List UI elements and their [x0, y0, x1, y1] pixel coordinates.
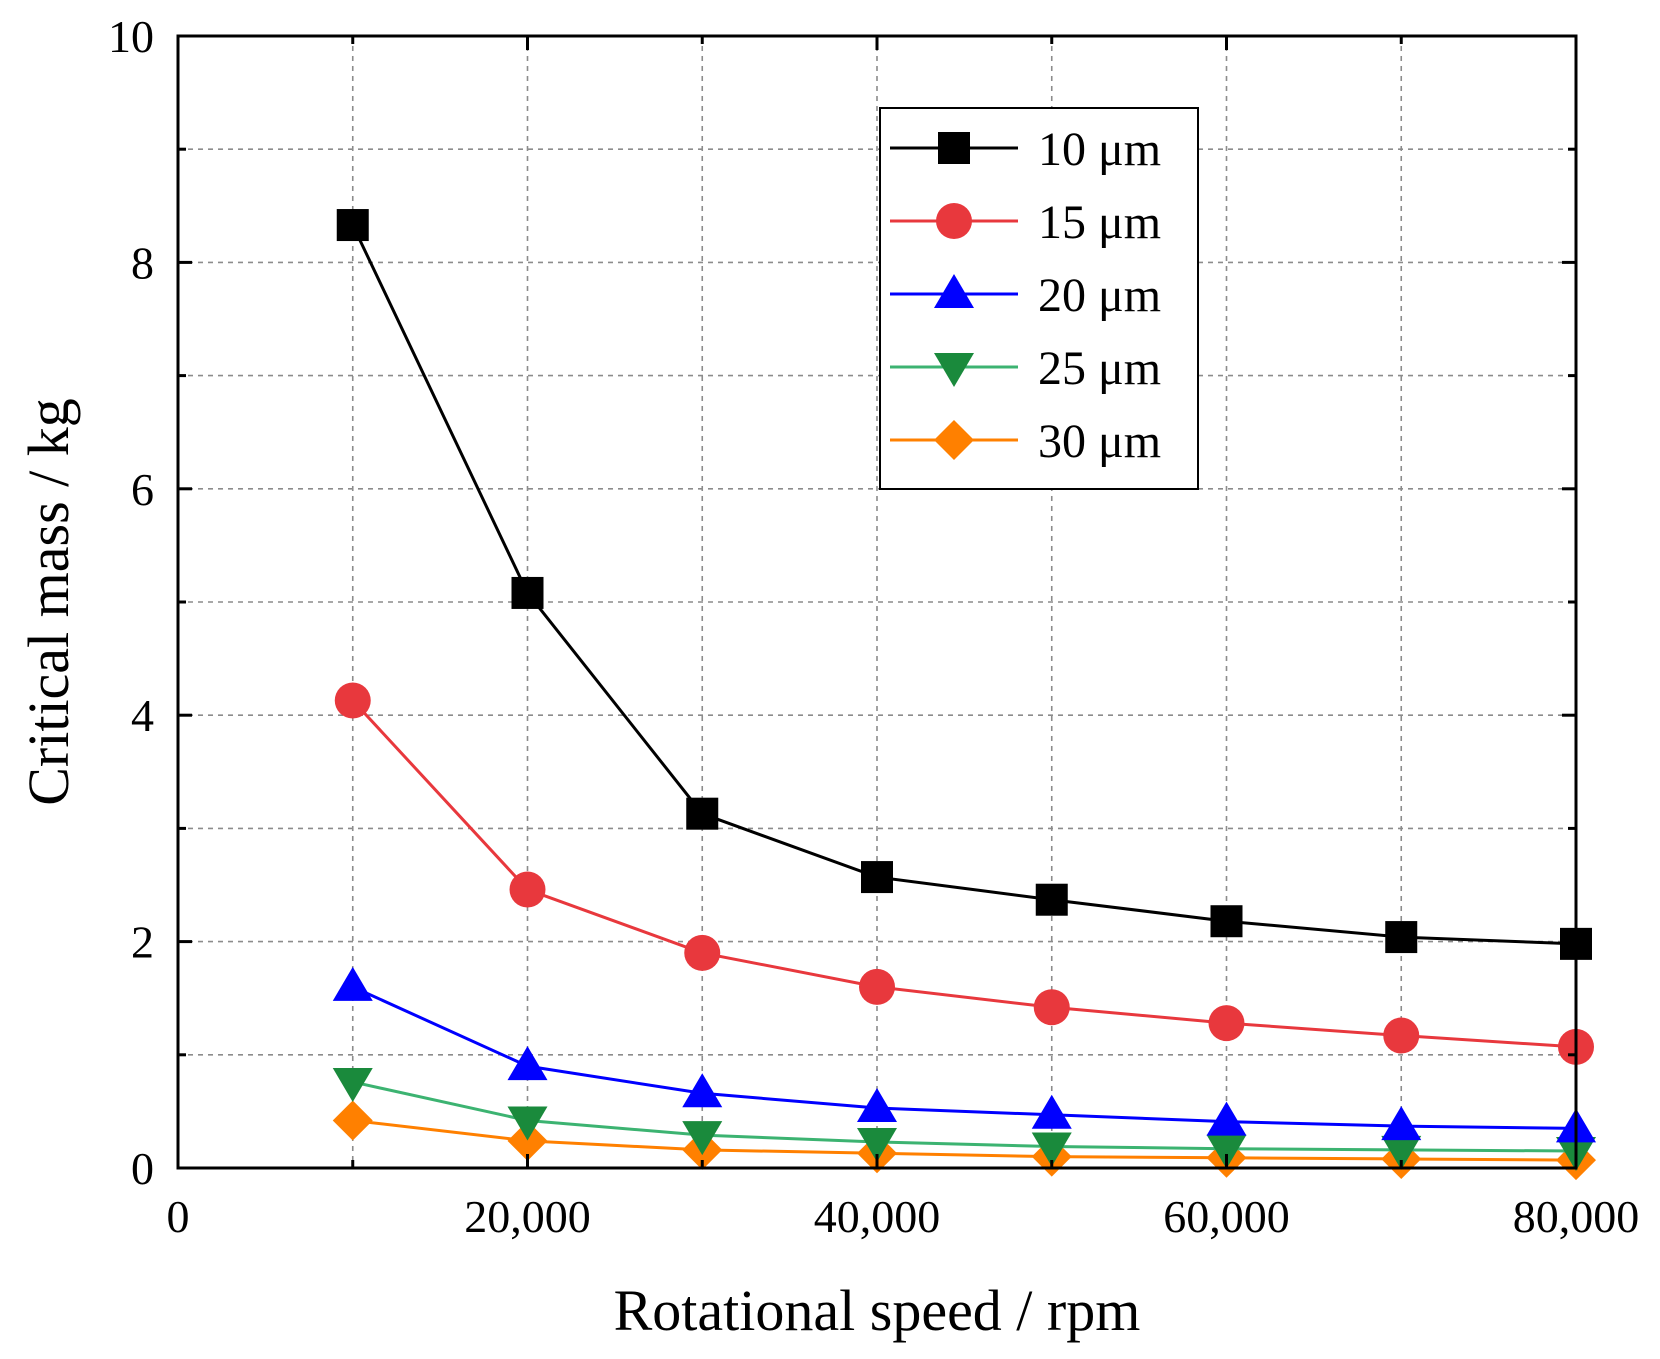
data-point — [509, 871, 546, 908]
data-point — [1035, 883, 1068, 916]
legend-marker — [938, 132, 970, 164]
y-tick-label: 2 — [131, 917, 154, 968]
series — [332, 966, 1596, 1143]
y-tick-label: 4 — [131, 690, 154, 741]
data-point — [1210, 905, 1243, 938]
data-point — [332, 1100, 373, 1141]
data-point — [861, 861, 893, 894]
legend-label: 30 μm — [1038, 415, 1161, 468]
legend-item: 30 μm — [890, 415, 1161, 468]
y-tick-label: 6 — [131, 464, 154, 515]
legend-item: 20 μm — [890, 269, 1161, 322]
y-tick-label: 0 — [131, 1143, 154, 1194]
legend-item: 10 μm — [890, 123, 1161, 176]
data-point — [511, 576, 544, 609]
series — [334, 682, 1594, 1065]
series-line — [351, 224, 1577, 946]
legend-label: 15 μm — [1038, 196, 1161, 249]
data-point — [1206, 1101, 1247, 1136]
y-axis-title: Critical mass / kg — [16, 398, 81, 806]
data-point — [1381, 1135, 1422, 1170]
legend-marker — [934, 274, 974, 308]
x-tick-label: 20,000 — [464, 1191, 591, 1242]
data-point — [857, 1088, 897, 1123]
data-point — [682, 1121, 723, 1156]
data-point — [1381, 1106, 1422, 1141]
legend-marker — [934, 353, 974, 387]
data-point — [334, 682, 371, 719]
x-tick-label: 0 — [167, 1191, 190, 1242]
legend-label: 10 μm — [1038, 123, 1161, 176]
x-tick-label: 40,000 — [814, 1191, 941, 1242]
data-point — [1208, 1005, 1245, 1042]
legend-item: 15 μm — [890, 196, 1161, 249]
series-line — [352, 1080, 1577, 1153]
series-line — [351, 699, 1577, 1049]
data-point — [336, 209, 369, 242]
legend-label: 20 μm — [1038, 269, 1161, 322]
data-point — [1033, 989, 1070, 1026]
x-tick-label: 60,000 — [1163, 1191, 1290, 1242]
data-point — [507, 1046, 548, 1081]
data-point — [859, 968, 895, 1005]
series-line — [352, 1118, 1577, 1162]
axis-ticks: 0 20,000 40,000 60,000 80,000 0 2 4 6 8 10 — [108, 11, 1639, 1242]
data-point — [507, 1106, 548, 1141]
data-point — [1031, 1132, 1072, 1167]
data-point — [1385, 921, 1418, 954]
data-point — [1383, 1017, 1420, 1054]
data-point — [507, 1120, 548, 1161]
y-tick-label: 8 — [131, 237, 154, 288]
legend: 10 μm 15 μm 20 μm 25 μm 30 μm — [879, 107, 1199, 490]
x-tick-label: 80,000 — [1513, 1191, 1640, 1242]
data-point — [1031, 1094, 1072, 1129]
data-point — [332, 1067, 373, 1102]
legend-label: 25 μm — [1038, 342, 1161, 395]
y-tick-label: 10 — [108, 11, 154, 62]
series-group — [332, 209, 1596, 1181]
legend-box — [879, 107, 1199, 490]
series — [336, 209, 1592, 960]
legend-item: 25 μm — [890, 342, 1161, 395]
data-point — [1206, 1134, 1247, 1169]
series — [332, 1067, 1596, 1172]
data-point — [686, 797, 719, 830]
legend-marker — [934, 420, 974, 460]
legend-marker — [936, 203, 972, 239]
data-point — [682, 1073, 723, 1108]
data-point — [684, 934, 721, 971]
x-axis-title: Rotational speed / rpm — [614, 1278, 1141, 1343]
data-point — [857, 1127, 897, 1162]
series-line — [352, 985, 1577, 1130]
data-point — [332, 966, 373, 1001]
